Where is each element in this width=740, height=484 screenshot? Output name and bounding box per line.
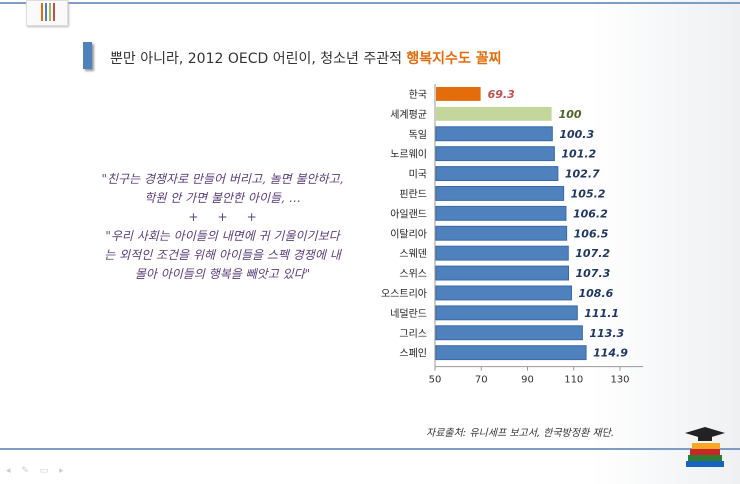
quote-line-1: "친구는 경쟁자로 만들어 버리고, 놀면 불안하고, 학원 안 가면 불안한 …	[101, 172, 344, 205]
category-label: 네덜란드	[390, 308, 427, 320]
data-label: 69.3	[488, 88, 515, 101]
bar	[435, 186, 565, 201]
data-label: 107.3	[576, 267, 611, 280]
quote-block: "친구는 경쟁자로 만들어 버리고, 놀면 불안하고, 학원 안 가면 불안한 …	[100, 170, 345, 284]
data-label: 114.9	[593, 347, 628, 360]
bar	[435, 285, 573, 301]
bar	[436, 106, 552, 121]
bar-chart: 50 70 90 110 130 한국 69.3 세계평균 100 독일 100.3 노르웨이 101.…	[381, 84, 644, 386]
category-label: 스페인	[399, 348, 427, 360]
x-tick-label: 130	[610, 375, 629, 386]
x-tick-label: 70	[475, 375, 488, 386]
data-label: 106.5	[574, 227, 609, 240]
data-label: 108.6	[579, 287, 614, 300]
category-label: 노르웨이	[390, 149, 427, 161]
logo	[26, 0, 68, 26]
data-label: 102.7	[565, 168, 600, 181]
category-label: 오스트리아	[381, 288, 427, 300]
category-label: 핀란드	[399, 188, 427, 200]
title-accent-bar	[83, 42, 92, 69]
data-label: 106.2	[573, 207, 608, 220]
slide-controls[interactable]: ◂ ✎ ▭ ▸	[6, 466, 68, 476]
data-label: 111.1	[584, 307, 619, 320]
category-label: 한국	[409, 89, 427, 101]
data-label: 100.3	[559, 128, 594, 141]
category-label: 스위스	[399, 267, 427, 280]
bar	[435, 225, 568, 241]
bar	[435, 146, 555, 162]
bottom-rule	[0, 448, 740, 450]
top-rule	[0, 2, 740, 4]
bar	[435, 345, 587, 361]
title-text: 뿐만 아니라, 2012 OECD 어린이, 청소년 주관적	[110, 51, 407, 67]
category-label: 독일	[409, 129, 427, 141]
category-label: 세계평균	[390, 109, 427, 121]
bar	[435, 205, 567, 221]
graduation-books-icon	[685, 427, 725, 467]
title-highlight: 행복지수도 꼴찌	[406, 51, 502, 67]
bar	[435, 325, 583, 341]
bar	[435, 305, 578, 321]
category-label: 아일랜드	[390, 208, 427, 220]
bar	[435, 126, 553, 142]
category-label: 스웨덴	[399, 248, 427, 260]
x-tick-label: 90	[521, 375, 534, 386]
quote-separator: + + +	[188, 210, 257, 224]
x-tick-label: 50	[429, 375, 442, 386]
data-label: 101.2	[561, 148, 596, 161]
data-label: 107.2	[575, 247, 610, 260]
bar	[435, 245, 569, 261]
source-note: 자료출처: 유니세프 보고서, 한국방정환 재단.	[426, 428, 615, 439]
x-tick-label: 110	[564, 375, 583, 386]
page-title: 뿐만 아니라, 2012 OECD 어린이, 청소년 주관적 행복지수도 꼴찌	[110, 48, 501, 68]
bar	[435, 265, 570, 281]
category-label: 그리스	[399, 328, 427, 340]
data-label: 105.2	[571, 187, 606, 200]
bar	[435, 166, 559, 181]
data-label: 113.3	[589, 327, 624, 340]
category-label: 미국	[409, 169, 427, 181]
category-label: 이탈리아	[390, 227, 427, 240]
quote-line-2: "우리 사회는 아이들의 내면에 귀 기울이기보다는 외적인 조건을 위해 아이…	[104, 229, 341, 281]
data-label: 100	[559, 108, 582, 121]
bar	[436, 87, 481, 101]
